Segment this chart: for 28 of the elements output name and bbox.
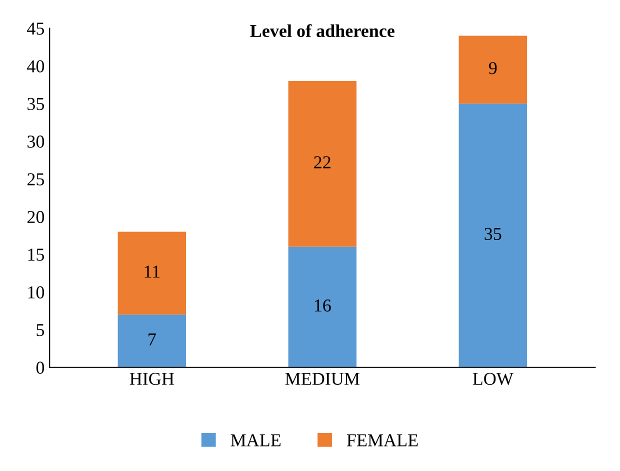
chart-title: Level of adherence: [250, 24, 394, 38]
bar: [458, 104, 527, 368]
data-label: 7: [148, 334, 156, 346]
x-tick-label: HIGH: [130, 372, 174, 385]
y-tick-label: 25: [27, 173, 44, 186]
y-tick-label: 40: [27, 60, 44, 72]
y-tick-label: 20: [27, 210, 44, 224]
data-label: 16: [314, 299, 331, 312]
x-tick-label: LOW: [472, 372, 514, 386]
y-tick-label: 15: [28, 248, 44, 261]
y-tick-label: 35: [28, 98, 44, 110]
y-tick-label: 45: [27, 22, 44, 35]
y-tick-label: 30: [28, 136, 44, 148]
x-tick-label: MEDIUM: [285, 372, 360, 385]
y-tick-label: 10: [28, 286, 44, 298]
bar: [288, 81, 356, 247]
legend-label: MALE: [230, 434, 281, 446]
y-tick-label: 0: [36, 362, 44, 374]
bar: [288, 246, 356, 368]
data-label: 22: [314, 156, 330, 168]
data-label: 35: [484, 228, 502, 240]
data-label: 11: [144, 266, 160, 278]
bar: [118, 314, 186, 368]
data-label: 9: [488, 62, 497, 74]
bar: [458, 36, 527, 104]
y-tick-label: 5: [36, 324, 44, 336]
bar: [118, 232, 186, 315]
legend-label: FEMALE: [346, 434, 418, 446]
